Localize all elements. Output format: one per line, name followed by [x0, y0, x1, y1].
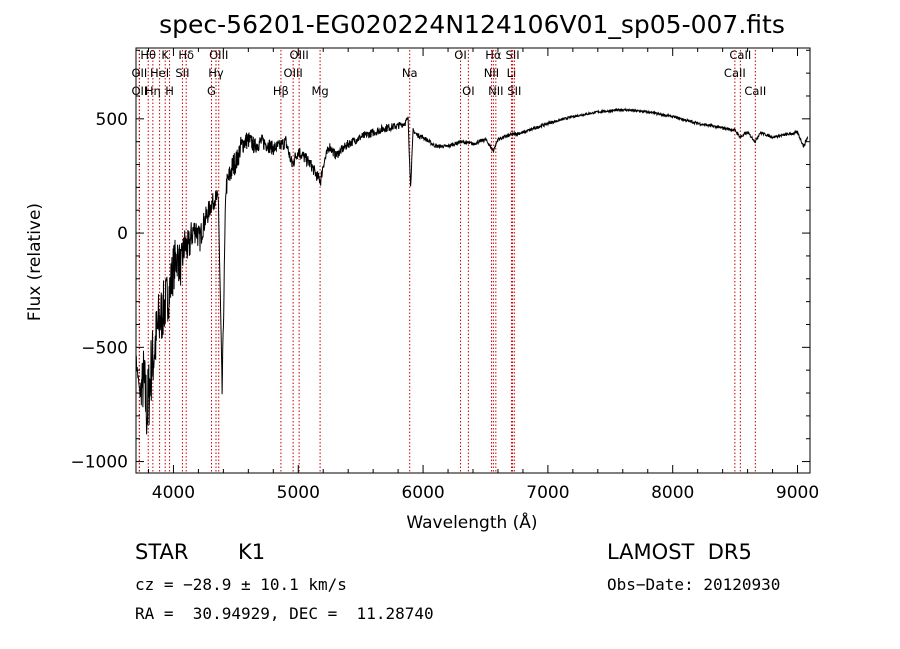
y-axis: −1000 −500 0 500 [70, 49, 810, 473]
line-label-hδ: Hδ [178, 48, 194, 62]
x-tick-label: 4000 [152, 483, 195, 503]
line-label-oiii: OIII [209, 48, 228, 62]
spectral-subclass: K1 [238, 540, 266, 564]
x-tick-label: 6000 [401, 483, 444, 503]
spectrum-chart: spec-56201-EG020224N124106V01_sp05-007.f… [25, 10, 819, 533]
line-label-g: G [207, 84, 216, 98]
line-label-hβ: Hβ [273, 84, 289, 98]
line-label-caii: CaII [744, 84, 766, 98]
line-label-k: K [161, 48, 169, 62]
line-label-hη: Hη [145, 84, 161, 98]
y-tick-label: 0 [117, 224, 128, 244]
line-label-sii: SII [507, 84, 521, 98]
y-axis-label: Flux (relative) [25, 203, 45, 321]
line-label-li: Li [507, 66, 517, 80]
line-label-h: H [165, 84, 174, 98]
line-label-oiii: OIII [284, 66, 303, 80]
x-tick-label: 5000 [277, 483, 320, 503]
line-label-nii: NII [488, 84, 503, 98]
observation-date: Obs−Date: 20120930 [607, 575, 781, 594]
x-tick-label: 9000 [776, 483, 819, 503]
plot-frame [135, 47, 811, 474]
survey-release: LAMOST DR5 [607, 540, 752, 564]
line-label-hα: Hα [485, 48, 502, 62]
line-label-oiii: OIII [290, 48, 309, 62]
object-class: STAR [135, 540, 189, 564]
x-axis: 4000 5000 6000 7000 8000 9000 [147, 48, 819, 503]
ra-dec-coordinates: RA = 30.94929, DEC = 11.28740 [135, 604, 434, 623]
spectrum-series-line [135, 107, 808, 435]
line-label-hθ: Hθ [140, 48, 156, 62]
line-label-nii: NII [484, 66, 499, 80]
line-label-oi: OI [462, 84, 474, 98]
y-tick-label: −1000 [70, 453, 128, 473]
line-label-caii: CaII [724, 66, 746, 80]
line-label-sii: SII [175, 66, 189, 80]
y-tick-label: 500 [96, 110, 128, 130]
x-axis-label: Wavelength (Å) [406, 511, 537, 533]
x-tick-label: 8000 [651, 483, 694, 503]
y-tick-label: −500 [81, 338, 128, 358]
line-label-na: Na [402, 66, 418, 80]
line-label-oi: OI [454, 48, 466, 62]
line-label-oii: OII [131, 84, 147, 98]
line-label-mg: Mg [311, 84, 328, 98]
x-tick-label: 7000 [526, 483, 569, 503]
line-label-sii: SII [506, 48, 520, 62]
redshift-velocity: cz = −28.9 ± 10.1 km/s [135, 575, 347, 594]
line-label-hγ: Hγ [208, 66, 224, 80]
spectral-line-markers: HθOIIOIIKHeIHηHHδSIIOIIIHγGOIIIOIIIHβMgN… [131, 48, 766, 473]
chart-title: spec-56201-EG020224N124106V01_sp05-007.f… [159, 10, 785, 39]
line-label-hei: HeI [150, 66, 169, 80]
